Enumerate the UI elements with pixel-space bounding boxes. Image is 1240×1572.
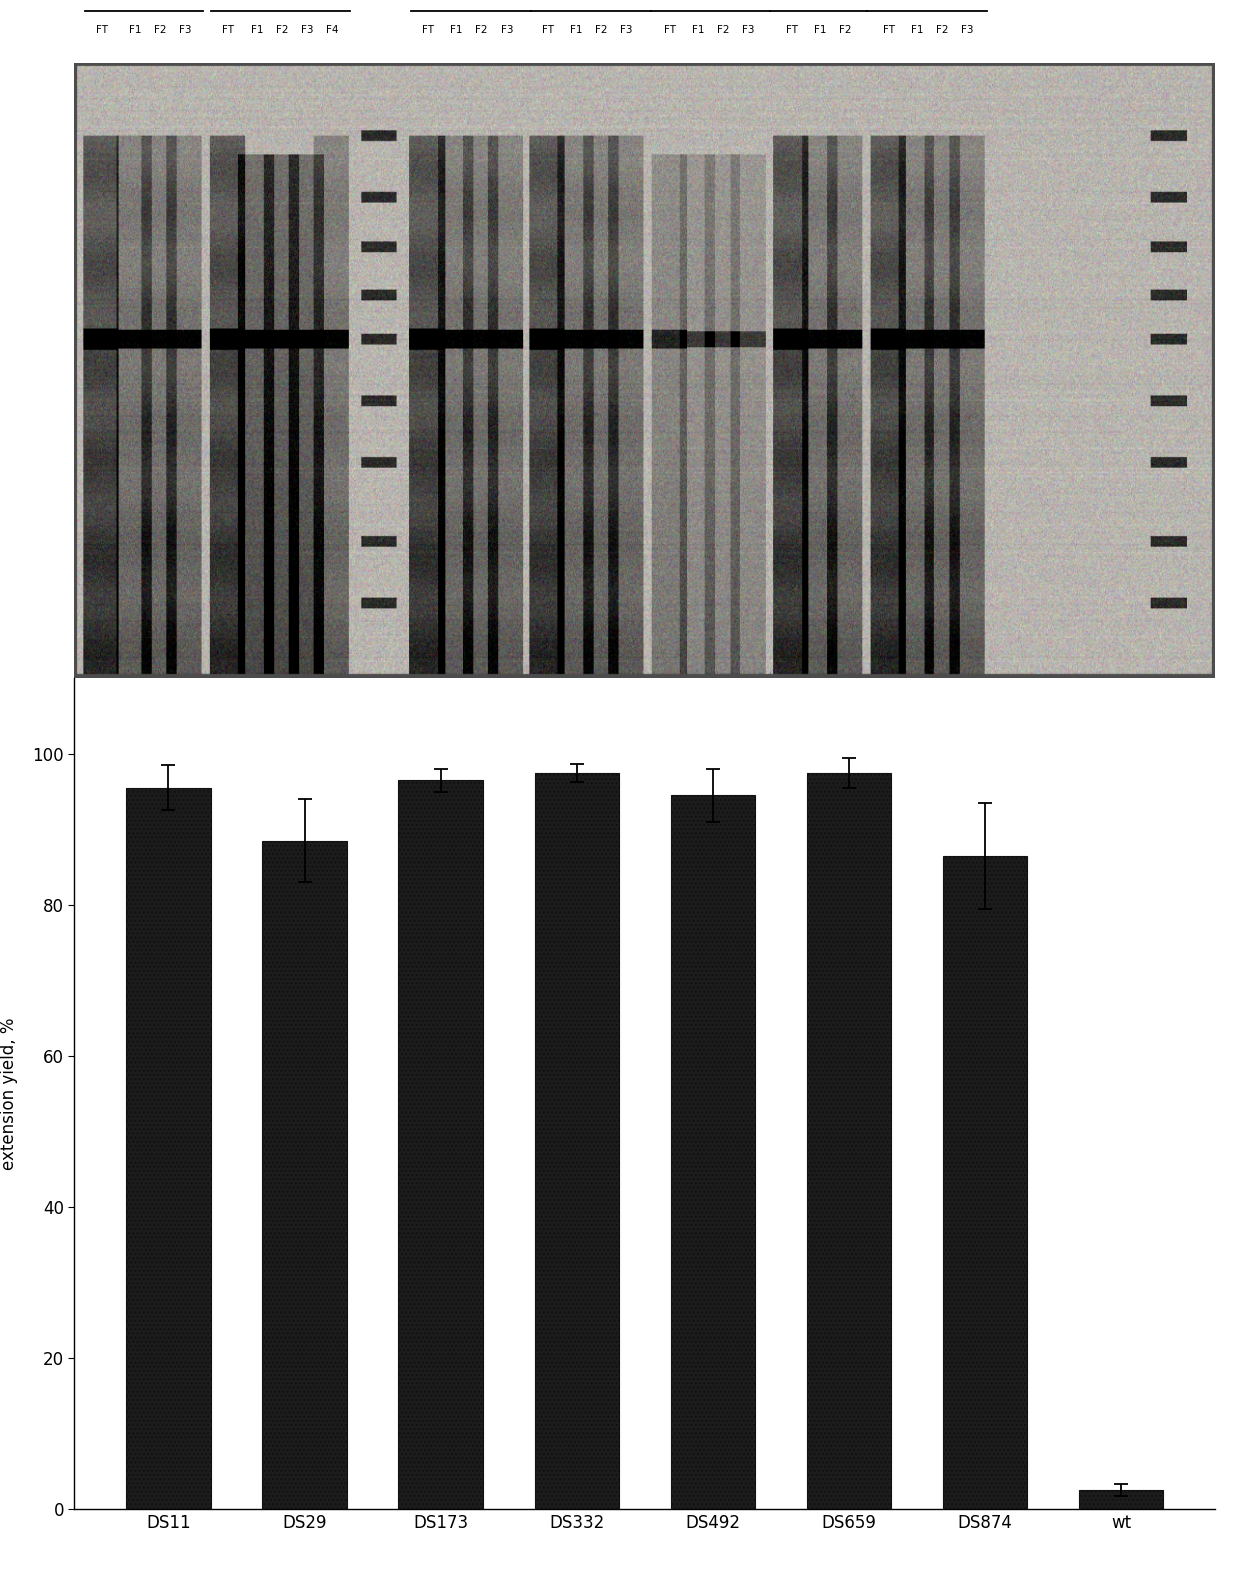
- Bar: [1079, 1490, 1163, 1509]
- Text: F2: F2: [595, 25, 608, 35]
- Text: F2: F2: [839, 25, 852, 35]
- Text: FIGURE 1: FIGURE 1: [609, 715, 681, 731]
- Text: F1: F1: [692, 25, 704, 35]
- Bar: [807, 773, 892, 1509]
- Text: F1: F1: [129, 25, 141, 35]
- Text: F2: F2: [717, 25, 730, 35]
- Text: FT: FT: [663, 25, 676, 35]
- Text: F3: F3: [961, 25, 973, 35]
- Text: F3: F3: [501, 25, 513, 35]
- Text: F1: F1: [570, 25, 583, 35]
- Text: F2: F2: [475, 25, 487, 35]
- Bar: [398, 780, 482, 1509]
- Bar: [671, 795, 755, 1509]
- Text: FT: FT: [786, 25, 799, 35]
- Text: F4: F4: [326, 25, 339, 35]
- Bar: [263, 841, 347, 1509]
- Text: FT: FT: [222, 25, 234, 35]
- Text: F1: F1: [815, 25, 827, 35]
- Y-axis label: extension yield, %: extension yield, %: [0, 1017, 19, 1170]
- Text: FT: FT: [883, 25, 895, 35]
- Text: F1: F1: [911, 25, 924, 35]
- Text: F3: F3: [620, 25, 632, 35]
- Text: F1: F1: [250, 25, 263, 35]
- Bar: [942, 855, 1027, 1509]
- Bar: [534, 773, 619, 1509]
- Text: FT: FT: [542, 25, 554, 35]
- Text: F3: F3: [743, 25, 755, 35]
- Text: F1: F1: [450, 25, 463, 35]
- Text: F3: F3: [179, 25, 191, 35]
- Text: FT: FT: [95, 25, 108, 35]
- Text: FT: FT: [422, 25, 434, 35]
- Text: F2: F2: [154, 25, 166, 35]
- Text: F3: F3: [301, 25, 314, 35]
- Bar: [126, 788, 211, 1509]
- Text: F2: F2: [936, 25, 949, 35]
- Text: F2: F2: [275, 25, 288, 35]
